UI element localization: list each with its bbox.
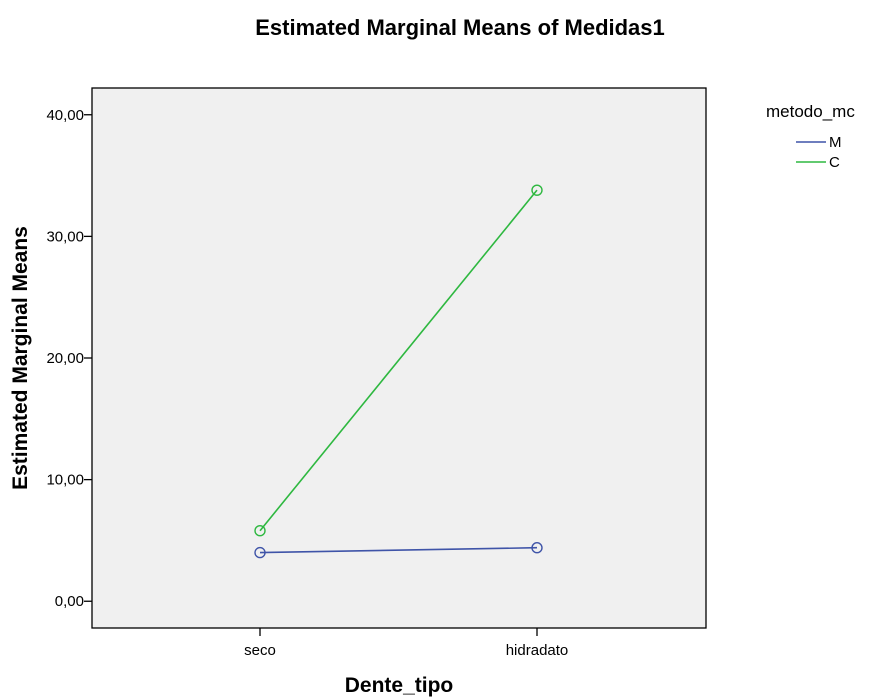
y-tick-label: 10,00: [46, 472, 84, 489]
data-point-C: [254, 525, 266, 537]
series-line-C: [259, 189, 538, 532]
y-tick-label: 20,00: [46, 350, 84, 367]
x-axis: seco hidradato: [244, 628, 568, 659]
series-layer: [254, 184, 543, 559]
legend-label-M: M: [829, 134, 842, 151]
data-point-C: [531, 184, 543, 196]
y-tick-label: 40,00: [46, 107, 84, 124]
legend-title: metodo_mc: [766, 102, 855, 121]
y-axis-title: Estimated Marginal Means: [9, 226, 32, 490]
plot-area: [91, 87, 707, 629]
x-tick-label: hidradato: [506, 642, 569, 659]
y-tick-label: 30,00: [46, 228, 84, 245]
legend: metodo_mc MC: [766, 102, 855, 171]
data-point-M: [254, 546, 266, 559]
x-axis-title: Dente_tipo: [345, 674, 454, 697]
series-line-M: [259, 546, 538, 554]
data-point-M: [531, 542, 543, 554]
y-tick-label: 0,00: [55, 593, 84, 610]
legend-label-C: C: [829, 154, 840, 171]
y-axis: 0,00 10,00 20,00 30,00 40,00: [46, 107, 92, 610]
chart-title: Estimated Marginal Means of Medidas1: [255, 15, 665, 40]
x-tick-label: seco: [244, 642, 276, 659]
